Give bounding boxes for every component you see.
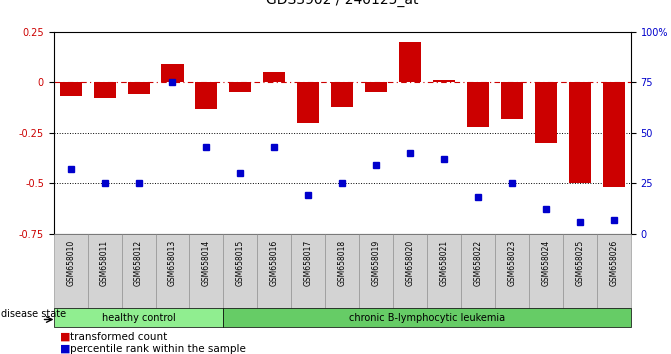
Text: ■: ■ [60, 332, 71, 342]
Text: disease state: disease state [1, 309, 66, 319]
Text: chronic B-lymphocytic leukemia: chronic B-lymphocytic leukemia [349, 313, 505, 323]
Text: GSM658010: GSM658010 [66, 240, 75, 286]
Bar [325, 234, 359, 308]
Text: GDS3902 / 240125_at: GDS3902 / 240125_at [266, 0, 419, 7]
Bar [399, 42, 421, 82]
Text: GSM658023: GSM658023 [507, 240, 517, 286]
Text: GSM658026: GSM658026 [609, 240, 618, 286]
Bar [427, 234, 461, 308]
Text: GSM658021: GSM658021 [440, 240, 448, 286]
Bar [223, 308, 631, 327]
Text: GSM658011: GSM658011 [100, 240, 109, 286]
Text: GSM658018: GSM658018 [338, 240, 347, 286]
Bar [127, 82, 150, 95]
Bar [467, 82, 489, 127]
Bar [121, 234, 156, 308]
Text: GSM658013: GSM658013 [168, 240, 177, 286]
Bar [359, 234, 393, 308]
Bar [495, 234, 529, 308]
Text: percentile rank within the sample: percentile rank within the sample [70, 344, 246, 354]
Bar [229, 82, 252, 92]
Text: GSM658015: GSM658015 [236, 240, 245, 286]
Bar [60, 82, 82, 96]
Text: GSM658016: GSM658016 [270, 240, 279, 286]
Bar [563, 234, 597, 308]
Text: GSM658017: GSM658017 [304, 240, 313, 286]
Text: GSM658024: GSM658024 [541, 240, 550, 286]
Bar [529, 234, 563, 308]
Bar [258, 234, 291, 308]
Bar [93, 82, 115, 98]
Bar [263, 72, 285, 82]
Bar [88, 234, 121, 308]
Text: GSM658019: GSM658019 [372, 240, 380, 286]
Text: GSM658014: GSM658014 [202, 240, 211, 286]
Bar [189, 234, 223, 308]
Text: healthy control: healthy control [102, 313, 175, 323]
Bar [569, 82, 591, 183]
Bar [156, 234, 189, 308]
Bar [195, 82, 217, 109]
Text: GSM658022: GSM658022 [474, 240, 482, 286]
Bar [461, 234, 495, 308]
Bar [223, 234, 258, 308]
Text: ■: ■ [60, 344, 71, 354]
Bar [535, 82, 557, 143]
Text: GSM658025: GSM658025 [575, 240, 584, 286]
Bar [162, 64, 184, 82]
Bar [297, 82, 319, 122]
Text: transformed count: transformed count [70, 332, 168, 342]
Bar [433, 80, 455, 82]
Text: GSM658020: GSM658020 [405, 240, 415, 286]
Bar [603, 82, 625, 187]
Bar [393, 234, 427, 308]
Bar [365, 82, 387, 92]
Text: GSM658012: GSM658012 [134, 240, 143, 286]
Bar [501, 82, 523, 119]
Bar [597, 234, 631, 308]
Bar [54, 308, 223, 327]
Bar [54, 234, 88, 308]
Bar [331, 82, 353, 107]
Bar [291, 234, 325, 308]
